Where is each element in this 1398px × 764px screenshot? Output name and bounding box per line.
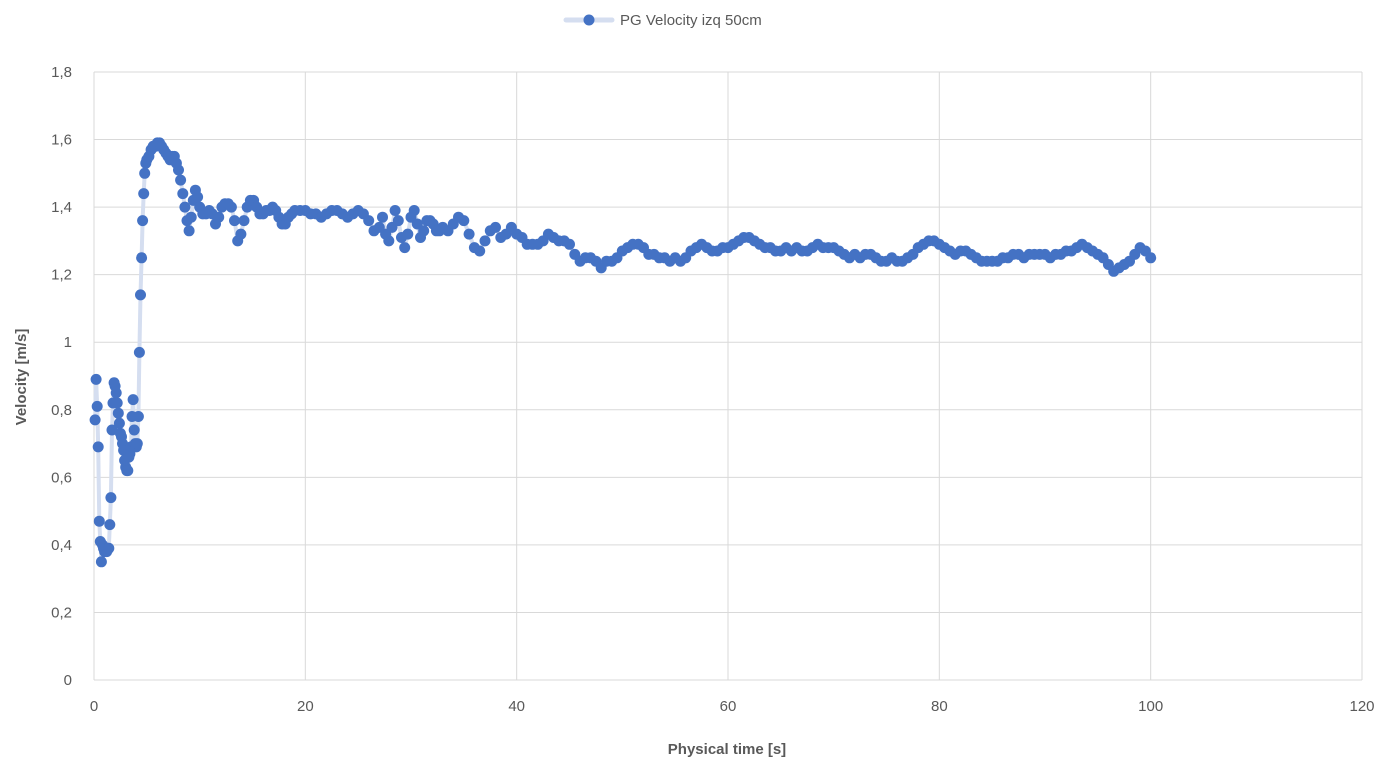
data-point <box>105 492 117 504</box>
data-point <box>112 407 124 419</box>
data-point <box>392 215 404 227</box>
data-point <box>463 228 475 240</box>
x-axis-title: Physical time [s] <box>668 741 786 758</box>
data-point <box>133 346 145 358</box>
y-axis-tick-labels: 0 0,2 0,4 0,6 0,8 1 1,2 1,4 1,6 1,8 <box>51 64 72 689</box>
data-point <box>238 215 250 227</box>
y-tick-label: 0 <box>64 672 72 689</box>
x-tick-label: 120 <box>1349 698 1374 715</box>
x-tick-label: 40 <box>508 698 525 715</box>
y-tick-label: 1,2 <box>51 267 72 284</box>
grid-lines <box>93 71 1363 681</box>
data-point <box>479 235 491 247</box>
data-point <box>137 215 149 227</box>
y-tick-label: 0,4 <box>51 537 72 554</box>
data-point <box>177 188 189 200</box>
x-tick-label: 20 <box>297 698 314 715</box>
data-point <box>135 289 146 301</box>
x-tick-label: 60 <box>720 698 737 715</box>
y-tick-label: 0,2 <box>51 604 72 621</box>
data-point <box>127 394 139 406</box>
y-tick-label: 1 <box>64 334 72 351</box>
data-point <box>383 235 395 247</box>
data-point <box>402 228 414 240</box>
y-tick-label: 0,8 <box>51 402 72 419</box>
data-point <box>183 225 195 237</box>
data-point <box>139 167 151 179</box>
y-tick-label: 1,6 <box>51 132 72 149</box>
data-point <box>136 252 148 264</box>
data-point <box>106 424 118 436</box>
data-point <box>110 387 122 399</box>
data-point <box>225 201 237 213</box>
data-point <box>131 438 143 450</box>
x-tick-label: 100 <box>1138 698 1163 715</box>
data-point <box>103 542 115 554</box>
y-axis-title: Velocity [m/s] <box>13 329 30 426</box>
legend-series-name: PG Velocity izq 50cm <box>620 12 762 29</box>
data-point <box>138 188 150 200</box>
data-point <box>175 174 187 186</box>
data-point <box>113 417 125 429</box>
data-point <box>91 400 103 412</box>
data-point <box>122 465 134 477</box>
data-point <box>389 205 401 216</box>
x-tick-label: 0 <box>90 698 98 715</box>
data-point <box>377 211 388 223</box>
data-point <box>104 519 116 531</box>
data-point <box>92 441 104 453</box>
data-point <box>93 515 105 527</box>
data-point <box>90 373 102 385</box>
data-point <box>173 164 184 176</box>
data-point <box>363 215 375 227</box>
x-axis-tick-labels: 0 20 40 60 80 100 120 <box>90 698 1375 715</box>
data-point <box>132 411 144 422</box>
data-point <box>399 242 411 254</box>
data-point <box>192 191 204 203</box>
data-point <box>128 424 140 436</box>
data-point <box>95 556 107 568</box>
y-tick-label: 1,4 <box>51 199 72 216</box>
data-point <box>179 201 191 213</box>
data-point <box>89 414 101 426</box>
data-point <box>458 215 470 227</box>
data-point <box>418 225 430 237</box>
data-point <box>490 221 501 233</box>
x-tick-label: 80 <box>931 698 948 715</box>
data-point <box>235 228 247 240</box>
data-point <box>229 215 240 227</box>
legend: PG Velocity izq 50cm <box>563 12 762 29</box>
y-tick-label: 1,8 <box>51 64 72 81</box>
data-point <box>564 238 575 250</box>
legend-marker-swatch <box>583 14 595 26</box>
data-point <box>111 397 123 409</box>
y-tick-label: 0,6 <box>51 469 72 486</box>
data-point <box>408 205 420 216</box>
data-point <box>474 245 486 257</box>
data-point <box>185 211 197 223</box>
series-points-group <box>89 137 1157 568</box>
data-point <box>213 211 225 223</box>
data-point <box>1145 252 1157 264</box>
